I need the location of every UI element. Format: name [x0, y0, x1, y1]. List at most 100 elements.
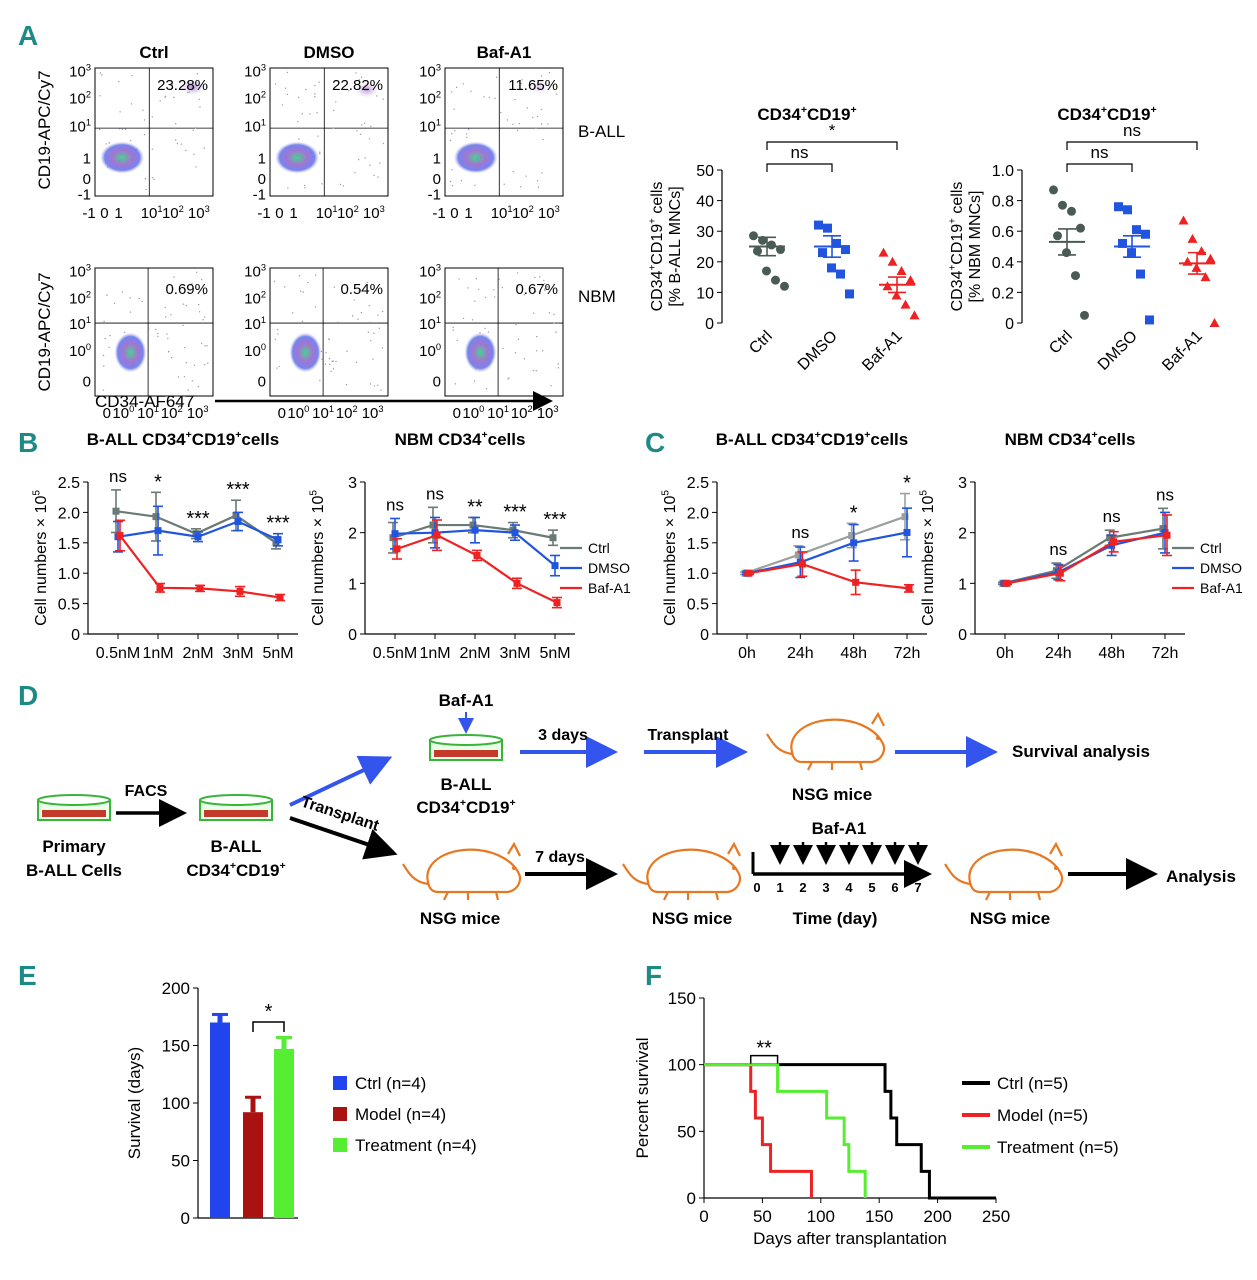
- data-marker: [236, 587, 244, 595]
- flow-event-dot: [498, 278, 500, 281]
- flow-event-dot: [108, 346, 110, 348]
- y-tick-label: 150: [668, 989, 696, 1008]
- data-point: [845, 289, 854, 299]
- bar: [274, 1048, 294, 1218]
- flow-event-dot: [360, 311, 363, 314]
- y-tick-label: 30: [696, 224, 714, 241]
- flow-event-dot: [466, 136, 468, 138]
- panel-a-flow-plots: CtrlDMSOBaf-A123.28%103​102​101​10-1-101…: [35, 43, 625, 422]
- flow-event-dot: [200, 278, 203, 281]
- flow-event-dot: [106, 294, 108, 296]
- flow-event-dot: [301, 320, 304, 323]
- flow-event-dot: [309, 113, 311, 115]
- flow-event-dot: [103, 365, 105, 367]
- flow-event-dot: [166, 333, 168, 335]
- data-point: [836, 269, 845, 279]
- flow-event-dot: [196, 73, 199, 75]
- data-marker: [391, 530, 399, 538]
- flow-event-dot: [183, 376, 186, 378]
- flow-event-dot: [462, 317, 465, 320]
- panel-letter-f: F: [645, 960, 662, 991]
- flow-event-dot: [454, 130, 456, 132]
- flow-y-tick: 1: [433, 151, 441, 168]
- flow-x-tick: 102​: [511, 404, 533, 422]
- dot-plot-title: CD34+​CD19+​: [757, 104, 856, 124]
- flow-y-tick: 101​: [419, 315, 441, 333]
- x-tick-label: 5nM: [262, 645, 293, 662]
- culture-dish-icon: [429, 734, 503, 761]
- flow-event-dot: [501, 287, 504, 289]
- flow-x-tick: 101​: [487, 404, 509, 422]
- dish-cells: [204, 810, 268, 817]
- panel-letter-d: D: [18, 680, 38, 711]
- mouse-icon: [766, 711, 886, 771]
- flow-event-dot: [314, 84, 316, 87]
- flow-event-dot: [203, 316, 206, 318]
- x-tick-label: 3nM: [222, 645, 253, 662]
- flow-event-dot: [332, 368, 335, 370]
- flow-event-dot: [185, 362, 187, 364]
- y-tick-label: 2.0: [687, 505, 709, 522]
- data-marker: [152, 513, 160, 521]
- line-chart-title: B-ALL CD34+​CD19+​cells: [87, 429, 279, 449]
- flow-y-tick: 1: [258, 151, 266, 168]
- timeline-title: Baf-A1: [812, 819, 867, 838]
- data-point: [832, 238, 841, 248]
- y-tick-label: 100: [668, 1056, 696, 1075]
- data-marker: [1159, 525, 1167, 533]
- y-tick-label: 0: [71, 627, 80, 644]
- x-tick-label: 0: [699, 1207, 708, 1226]
- flow-event-dot: [302, 291, 304, 293]
- data-marker: [471, 526, 479, 534]
- flow-event-dot: [473, 380, 476, 382]
- percent-label: 23.28%: [157, 77, 208, 94]
- flow-event-dot: [187, 389, 189, 391]
- flow-y-tick: 101​: [69, 118, 91, 136]
- flow-event-dot: [273, 280, 276, 283]
- flow-x-tick: 1: [114, 205, 122, 222]
- x-tick-label: 72h: [894, 645, 921, 662]
- upper-dish-label-line2: CD34+​CD19+​: [416, 797, 515, 817]
- flow-event-dot: [512, 123, 514, 125]
- data-marker: [794, 551, 802, 559]
- flow-event-dot: [177, 376, 180, 378]
- data-point: [909, 310, 920, 320]
- flow-event-dot: [376, 95, 378, 97]
- data-marker: [112, 507, 120, 515]
- x-axis-label: Days after transplantation: [753, 1229, 947, 1248]
- flow-event-dot: [101, 74, 103, 76]
- flow-event-dot: [541, 350, 544, 352]
- flow-plot: 23.28%: [94, 67, 214, 197]
- flow-event-dot: [103, 320, 105, 323]
- timeline-day-label: 6: [891, 880, 898, 895]
- flow-event-dot: [184, 346, 186, 349]
- flow-event-dot: [460, 179, 463, 182]
- flow-event-dot: [508, 377, 510, 379]
- flow-x-tick: 102​: [512, 204, 534, 222]
- y-axis-label: Percent survival: [633, 1038, 652, 1159]
- flow-event-dot: [180, 143, 183, 145]
- flow-event-dot: [379, 162, 381, 164]
- flow-event-dot: [373, 332, 375, 334]
- y-tick-label: 50: [677, 1122, 696, 1141]
- data-point: [1132, 225, 1141, 235]
- flow-event-dot: [453, 108, 455, 111]
- flow-event-dot: [198, 98, 201, 100]
- data-marker: [850, 539, 858, 547]
- flow-event-dot: [502, 347, 504, 350]
- panel-letter-b: B: [18, 427, 38, 458]
- data-marker: [276, 594, 284, 602]
- flow-y-tick: 103​: [419, 63, 441, 81]
- flow-double-positive-population: [354, 81, 379, 98]
- significance-label: **: [467, 496, 483, 518]
- mouse-tail: [766, 733, 793, 756]
- flow-event-dot: [314, 93, 316, 95]
- flow-event-dot: [324, 363, 327, 365]
- flow-title-ctrl: Ctrl: [139, 43, 168, 62]
- flow-event-dot: [276, 367, 278, 369]
- data-marker: [549, 534, 557, 542]
- flow-plot: 22.82%: [269, 67, 389, 197]
- mouse-tail: [622, 863, 649, 886]
- y-tick-label: 0.8: [992, 194, 1014, 211]
- flow-event-dot: [328, 357, 331, 360]
